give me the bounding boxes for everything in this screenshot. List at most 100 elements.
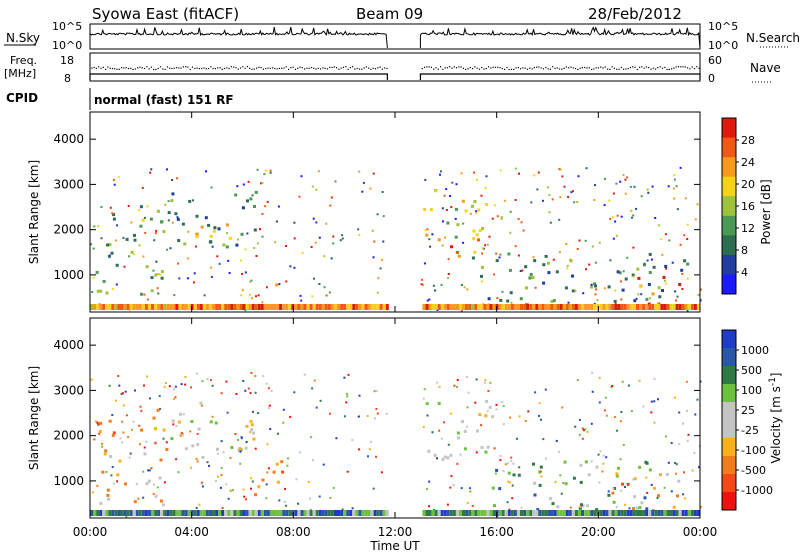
echo-cell [517, 218, 520, 220]
freq-dot [363, 67, 365, 69]
echo-cell [376, 304, 380, 310]
echo-cell [615, 474, 619, 478]
echo-cell [227, 259, 230, 262]
echo-cell [572, 190, 574, 193]
freq-dot [563, 67, 565, 69]
freq-dot [444, 67, 446, 69]
echo-cell [618, 271, 622, 275]
echo-cell [183, 242, 187, 246]
echo-cell [434, 510, 438, 516]
echo-cell [116, 480, 119, 483]
freq-dot [377, 67, 379, 69]
echo-cell [374, 417, 376, 420]
echo-cell [253, 228, 257, 232]
echo-cell [639, 304, 642, 310]
echo-cell [614, 220, 617, 223]
echo-cell [501, 304, 505, 310]
echo-cell [332, 242, 335, 245]
echo-cell [265, 483, 268, 486]
echo-cell [289, 415, 292, 418]
freq-dot [196, 67, 198, 69]
echo-cell [105, 291, 109, 295]
echo-cell [126, 510, 130, 516]
colorbar-tick-label: 20 [741, 178, 755, 191]
echo-cell [270, 304, 273, 310]
echo-cell [90, 510, 93, 516]
freq-dot [130, 67, 132, 69]
freq-dot [340, 67, 342, 69]
echo-cell [181, 222, 185, 226]
freq-dot [613, 67, 615, 69]
echo-cell [163, 510, 167, 516]
echo-cell [110, 474, 113, 477]
nsky-tick-top: 10^5 [52, 20, 82, 33]
echo-cell [385, 304, 389, 310]
echo-cell [660, 304, 664, 310]
echo-cell [162, 437, 165, 440]
echo-cell [643, 496, 647, 500]
colorbar-tick-label: 16 [741, 200, 755, 213]
echo-cell [177, 471, 180, 474]
echo-cell [526, 302, 529, 305]
echo-cell [471, 510, 475, 516]
echo-cell [282, 510, 286, 516]
echo-cell [584, 239, 587, 242]
echo-cell [242, 510, 246, 516]
echo-cell [510, 456, 513, 459]
echo-cell [459, 453, 462, 456]
echo-cell [571, 274, 574, 278]
echo-cell [121, 392, 124, 395]
freq-dot [677, 66, 680, 68]
echo-cell [422, 510, 426, 516]
echo-cell [602, 304, 606, 310]
echo-cell [220, 466, 223, 469]
echo-cell [425, 487, 428, 490]
colorbar-tick-label: -1000 [741, 484, 773, 497]
echo-cell [249, 280, 252, 283]
echo-cell [653, 377, 656, 380]
echo-cell [587, 473, 591, 477]
echo-cell [143, 216, 146, 219]
freq-dot [182, 66, 184, 68]
echo-cell [556, 505, 560, 509]
y-tick-label: 4000 [53, 132, 84, 146]
echo-cell [460, 172, 463, 175]
echo-cell [358, 304, 362, 310]
echo-cell [508, 268, 512, 272]
freq-dot [547, 68, 549, 70]
freq-dot [205, 68, 207, 70]
echo-cell [150, 467, 153, 470]
echo-cell [510, 510, 514, 516]
echo-cell [291, 510, 295, 516]
echo-cell [120, 510, 124, 516]
echo-cell [465, 304, 469, 310]
echo-cell [462, 510, 466, 516]
echo-cell [574, 304, 578, 310]
echo-cell [614, 304, 618, 310]
echo-cell [687, 304, 691, 310]
echo-cell [300, 299, 303, 302]
echo-cell [195, 457, 198, 460]
echo-cell [694, 413, 697, 416]
echo-cell [629, 510, 633, 516]
echo-cell [595, 288, 598, 291]
echo-cell [602, 454, 605, 457]
echo-cell [577, 175, 580, 178]
echo-cell [242, 304, 246, 310]
nsky-trace-after-gap [419, 26, 701, 49]
echo-cell [317, 170, 320, 173]
x-tick-label: 12:00 [378, 525, 413, 539]
echo-cell [591, 390, 594, 393]
echo-cell [270, 510, 273, 516]
echo-cell [174, 385, 177, 388]
echo-cell [501, 290, 504, 293]
echo-cell [211, 245, 214, 248]
echo-cell [440, 304, 444, 310]
echo-cell [202, 304, 206, 310]
freq-dot [549, 68, 551, 70]
freq-dot [173, 67, 175, 69]
echo-cell [672, 187, 675, 190]
echo-cell [517, 473, 521, 477]
echo-cell [532, 256, 535, 259]
echo-cell [653, 400, 656, 403]
